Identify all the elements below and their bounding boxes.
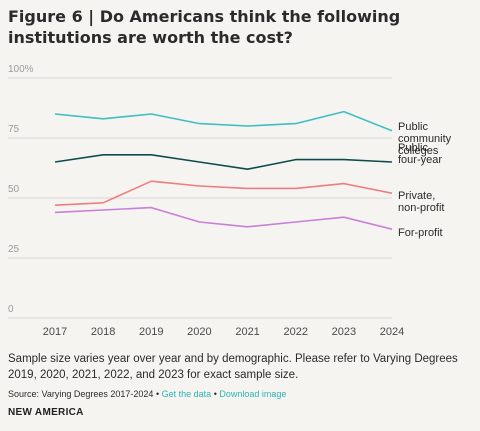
series-label: Public community colleges bbox=[398, 121, 452, 157]
y-tick-label: 0 bbox=[8, 304, 14, 315]
x-tick-label: 2020 bbox=[187, 326, 211, 338]
brand-logo-text: NEW AMERICA bbox=[8, 407, 84, 418]
sample-size-note: Sample size varies year over year and by… bbox=[8, 353, 458, 381]
series-line bbox=[54, 110, 393, 132]
line-chart: 0 25 50 75 100% 2017 2018 2019 2020 2021 2022 2023… bbox=[8, 64, 452, 338]
series-line bbox=[54, 180, 393, 206]
series-label: Private, non-profit bbox=[398, 190, 444, 214]
y-axis-ticks: 0 25 50 75 100% bbox=[8, 64, 34, 315]
x-tick-label: 2021 bbox=[235, 326, 259, 338]
x-tick-label: 2024 bbox=[380, 326, 404, 338]
x-tick-label: 2017 bbox=[43, 326, 67, 338]
x-axis-ticks: 2017 2018 2019 2020 2021 2022 2023 2024 bbox=[43, 326, 404, 338]
get-data-link[interactable]: Get the data bbox=[161, 389, 212, 399]
x-tick-label: 2022 bbox=[283, 326, 307, 338]
series-line bbox=[54, 206, 393, 230]
x-tick-label: 2018 bbox=[91, 326, 115, 338]
y-tick-label: 50 bbox=[8, 184, 20, 195]
series-label: For-profit bbox=[398, 227, 443, 239]
chart-title: Figure 6 | Do Americans think the follow… bbox=[8, 7, 401, 47]
y-tick-label: 100% bbox=[8, 64, 34, 75]
separator-dot: • bbox=[213, 389, 217, 399]
y-tick-label: 75 bbox=[8, 124, 20, 135]
download-image-link[interactable]: Download image bbox=[219, 389, 287, 399]
gridlines bbox=[8, 77, 392, 319]
series-lines bbox=[54, 110, 393, 230]
series-line bbox=[54, 154, 393, 170]
separator-dot: • bbox=[155, 389, 160, 399]
x-tick-label: 2019 bbox=[139, 326, 163, 338]
source-text: Source: Varying Degrees 2017-2024 bbox=[8, 389, 154, 399]
series-label: Public four-year bbox=[398, 142, 442, 166]
x-tick-label: 2023 bbox=[332, 326, 356, 338]
source-line: Source: Varying Degrees 2017-2024 • Get … bbox=[8, 389, 286, 399]
y-tick-label: 25 bbox=[8, 244, 20, 255]
